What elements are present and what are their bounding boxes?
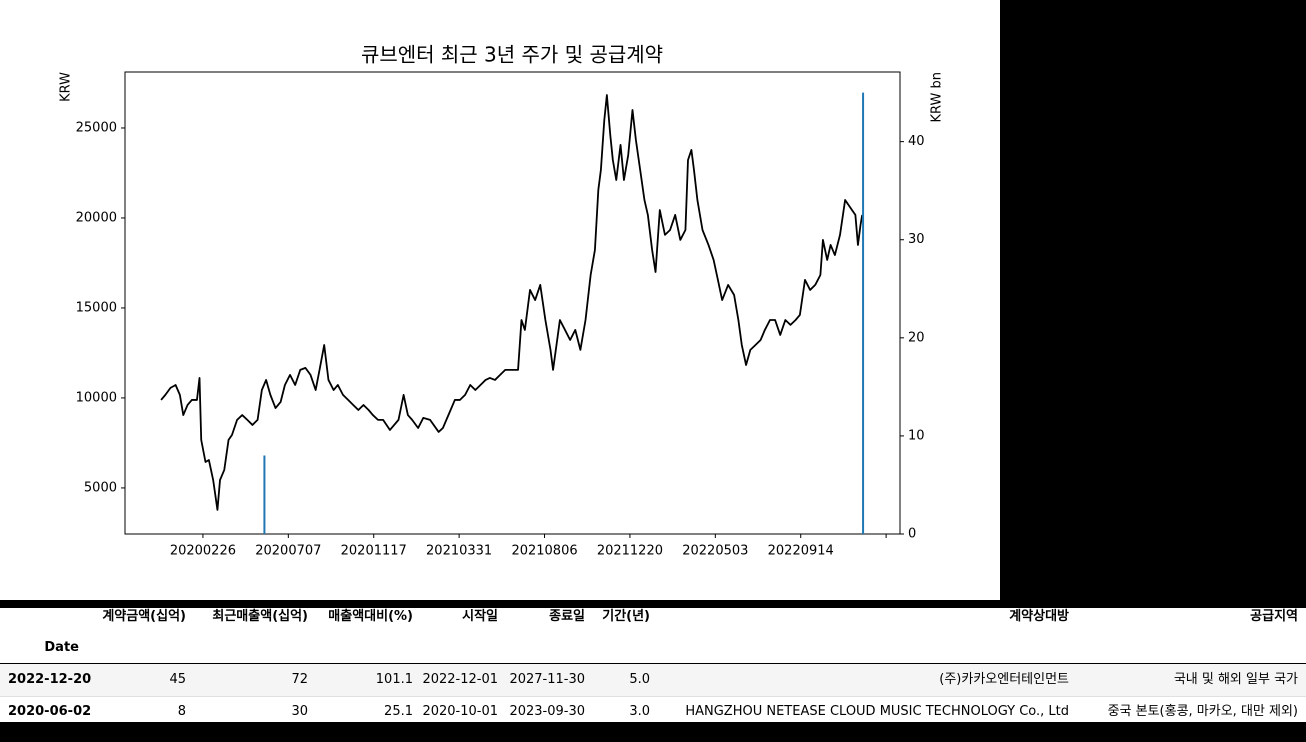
y2-tick-label: 10 [908, 428, 925, 443]
table-cell: 45 [169, 672, 186, 687]
column-header: 시작일 [462, 609, 498, 624]
column-header: 계약상대방 [1009, 609, 1069, 624]
table-cell: 2022-12-01 [422, 672, 498, 687]
column-header: 계약금액(십억) [102, 609, 186, 624]
plot-frame [124, 71, 901, 535]
y2-axis-label: KRW bn [930, 72, 945, 123]
x-tick-label: 20200226 [170, 544, 236, 559]
row-rule [0, 696, 1306, 697]
table-cell: 25.1 [384, 704, 413, 719]
table-cell: 2027-11-30 [509, 672, 585, 687]
data-table: 계약금액(십억) 최근매출액(십억) 매출액대비(%) 시작일 종료일 기간(년) 계약상대… [0, 608, 1306, 722]
table-cell: (주)카카오엔터테인먼트 [939, 672, 1069, 687]
table-cell: HANGZHOU NETEASE CLOUD MUSIC TECHNOLOGY … [685, 704, 1069, 719]
table-cell: 중국 본토(홍콩, 마카오, 대만 제외) [1107, 704, 1298, 719]
x-tick-label: 20210806 [511, 544, 577, 559]
table-cell: 101.1 [375, 672, 413, 687]
table-cell: 2023-09-30 [509, 704, 585, 719]
table-cell: 국내 및 해외 일부 국가 [1173, 672, 1298, 687]
price-line [160, 94, 864, 511]
x-tick-label: 20201117 [341, 544, 407, 559]
table-cell: 3.0 [629, 704, 650, 719]
column-header: 종료일 [549, 609, 585, 624]
x-tick-label: 20210331 [426, 544, 492, 559]
column-header: 기간(년) [602, 609, 650, 624]
y2-tick-label: 0 [908, 527, 916, 542]
y-tick-label: 20000 [76, 210, 117, 225]
y2-tick-label: 40 [908, 134, 925, 149]
x-tick-label: 20200707 [255, 544, 321, 559]
y-tick-label: 25000 [76, 120, 117, 135]
index-header: Date [44, 640, 79, 655]
y-tick-label: 5000 [84, 480, 117, 495]
y2-tick-label: 20 [908, 330, 925, 345]
chart-area: 큐브엔터 최근 3년 주가 및 공급계약 KRW KRW bn 5000 1000… [0, 0, 1000, 600]
x-tick-label: 20220914 [768, 544, 834, 559]
table-cell: 72 [291, 672, 308, 687]
table-cell: 2020-10-01 [422, 704, 498, 719]
y2-tick-label: 30 [908, 232, 925, 247]
table-cell: 30 [291, 704, 308, 719]
x-tick-label: 20220503 [682, 544, 748, 559]
chart-title: 큐브엔터 최근 3년 주가 및 공급계약 [361, 43, 663, 67]
column-header: 최근매출액(십억) [212, 609, 308, 624]
row-background [0, 664, 1306, 696]
y-axis-label: KRW [59, 72, 74, 102]
row-index: 2022-12-20 [8, 672, 92, 687]
chart: 큐브엔터 최근 3년 주가 및 공급계약 KRW KRW bn 5000 1000… [59, 43, 945, 559]
header-rule [0, 663, 1306, 664]
x-tick-label: 20211220 [597, 544, 663, 559]
column-header: 공급지역 [1250, 609, 1298, 624]
column-header: 매출액대비(%) [328, 609, 413, 624]
row-index: 2020-06-02 [8, 704, 92, 719]
y-tick-label: 10000 [76, 390, 117, 405]
table-cell: 8 [177, 704, 186, 719]
y-tick-label: 15000 [76, 300, 117, 315]
table-cell: 5.0 [629, 672, 650, 687]
